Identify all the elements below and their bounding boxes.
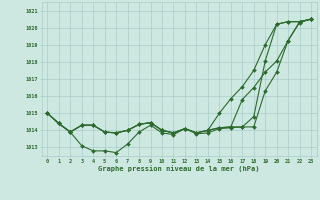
X-axis label: Graphe pression niveau de la mer (hPa): Graphe pression niveau de la mer (hPa) <box>99 166 260 172</box>
